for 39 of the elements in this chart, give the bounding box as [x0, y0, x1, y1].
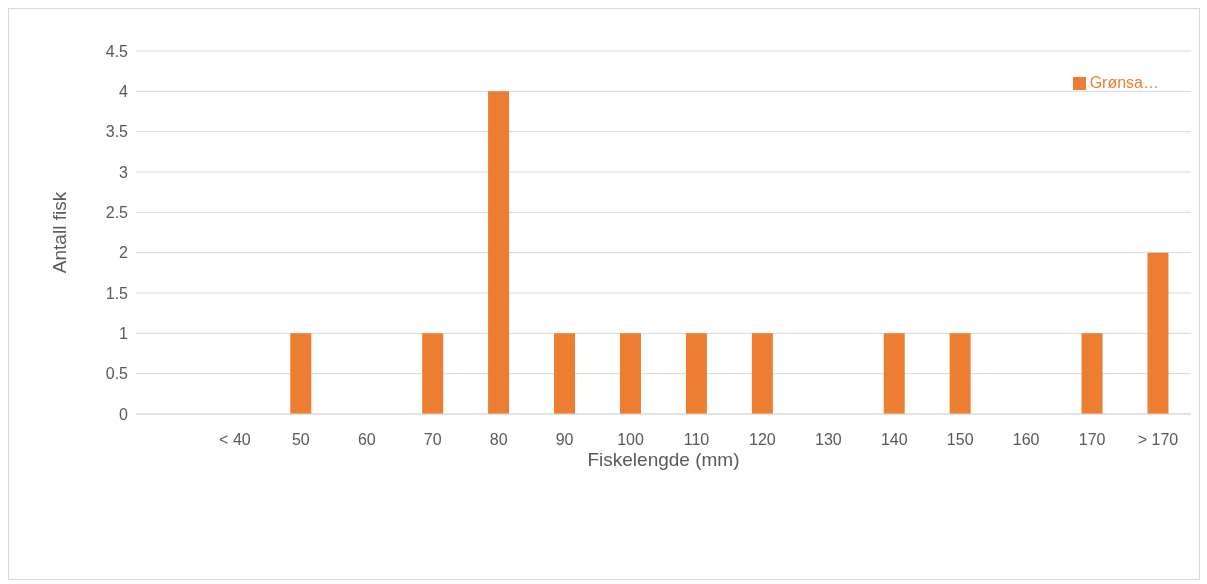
x-tick-label: 100	[617, 431, 644, 449]
x-tick-label: < 40	[219, 431, 251, 449]
bar	[949, 333, 971, 414]
x-tick-label: 130	[814, 431, 842, 449]
x-tick-label: 120	[749, 431, 776, 449]
y-tick-label: 0	[119, 405, 129, 423]
y-tick-label: 3.5	[105, 123, 129, 141]
y-tick-label: 4	[119, 83, 129, 101]
x-axis-title: Fiskelengde (mm)	[587, 449, 740, 470]
x-tick-label: 50	[291, 431, 310, 449]
bar	[422, 333, 444, 414]
legend-label: Grønsa…	[1089, 74, 1159, 91]
bar	[1147, 252, 1169, 414]
y-tick-label: 2	[119, 244, 129, 262]
x-tick-label: 60	[357, 431, 376, 449]
y-tick-label: 0.5	[105, 365, 129, 383]
x-tick-label: 70	[423, 431, 442, 449]
y-tick-label: 4.5	[105, 42, 129, 60]
x-tick-label: 170	[1078, 431, 1106, 449]
bar	[1081, 333, 1103, 414]
x-tick-label: 80	[489, 431, 508, 449]
x-tick-label: 90	[555, 431, 574, 449]
x-tick-label: 150	[946, 431, 974, 449]
x-tick-label: 160	[1012, 431, 1040, 449]
bar	[554, 333, 576, 414]
y-tick-label: 3	[119, 163, 129, 181]
bar	[619, 333, 641, 414]
bar	[685, 333, 707, 414]
bar	[290, 333, 312, 414]
y-tick-label: 2.5	[105, 204, 129, 222]
bar	[488, 91, 510, 414]
x-tick-label: > 170	[1137, 431, 1179, 449]
y-axis-title: Antall fisk	[48, 191, 70, 274]
y-tick-label: 1.5	[105, 284, 129, 302]
x-tick-label: 110	[683, 431, 710, 449]
x-tick-label: 140	[880, 431, 908, 449]
bar	[751, 333, 773, 414]
y-tick-label: 1	[119, 325, 129, 343]
bar	[883, 333, 905, 414]
